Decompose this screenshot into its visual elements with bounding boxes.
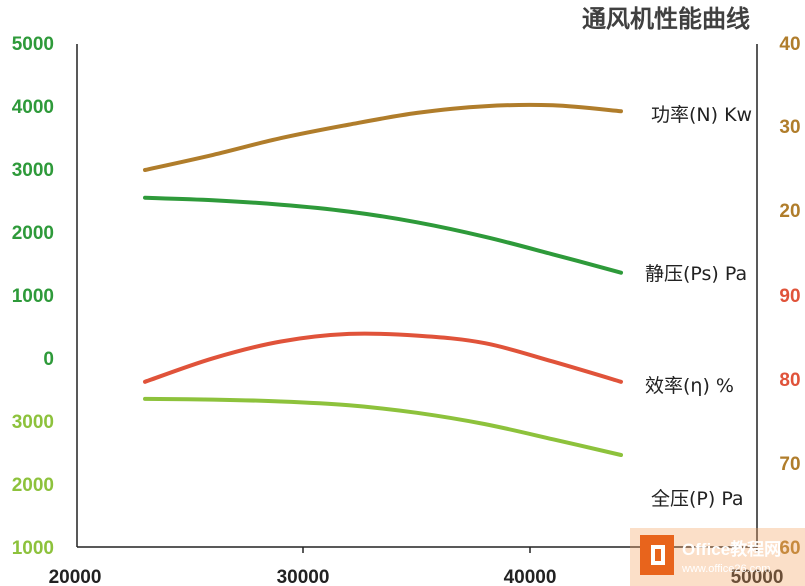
series-line-efficiency xyxy=(143,331,623,384)
y-right-tick-label: 80 xyxy=(779,370,800,391)
watermark-url: www.office26.com xyxy=(681,563,770,575)
y-left-tick-label: 5000 xyxy=(12,34,54,55)
series-line-static-pressure xyxy=(143,195,623,275)
x-tick-label: 50000 xyxy=(731,567,784,586)
series-line-total-pressure xyxy=(143,396,623,457)
series-label-power: 功率(N) Kw xyxy=(651,104,752,126)
y-right-tick-label: 30 xyxy=(779,117,800,138)
series-layer xyxy=(143,102,623,457)
y-left-tick-label: 4000 xyxy=(12,97,54,118)
y-left-tick-label: 2000 xyxy=(12,475,54,496)
y-right-tick-label: 20 xyxy=(779,201,800,222)
office-logo-icon xyxy=(640,535,674,575)
series-label-total-pressure: 全压(P) Pa xyxy=(651,488,744,510)
y-right-tick-label: 40 xyxy=(779,34,800,55)
series-label-efficiency: 效率(η) % xyxy=(645,375,734,397)
x-tick-label: 40000 xyxy=(504,567,557,586)
series-line-power xyxy=(143,102,623,172)
series-label-static-pressure: 静压(Ps) Pa xyxy=(645,263,747,285)
y-right-tick-label: 70 xyxy=(779,454,800,475)
y-left-tick-label: 1000 xyxy=(12,538,54,559)
watermark: Office教程网 www.office26.com xyxy=(630,528,805,586)
x-tick-label: 30000 xyxy=(277,567,330,586)
watermark-text: Office教程网 xyxy=(682,539,781,559)
y-left-tick-label: 1000 xyxy=(12,286,54,307)
y-left-tick-label: 2000 xyxy=(12,223,54,244)
y-left-tick-label: 3000 xyxy=(12,412,54,433)
y-left-tick-label: 0 xyxy=(43,349,54,370)
chart-title: 通风机性能曲线 xyxy=(582,5,750,33)
y-left-tick-label: 3000 xyxy=(12,160,54,181)
y-right-tick-label: 60 xyxy=(779,538,800,559)
y-right-tick-label: 90 xyxy=(779,286,800,307)
x-tick-label: 20000 xyxy=(49,567,102,586)
